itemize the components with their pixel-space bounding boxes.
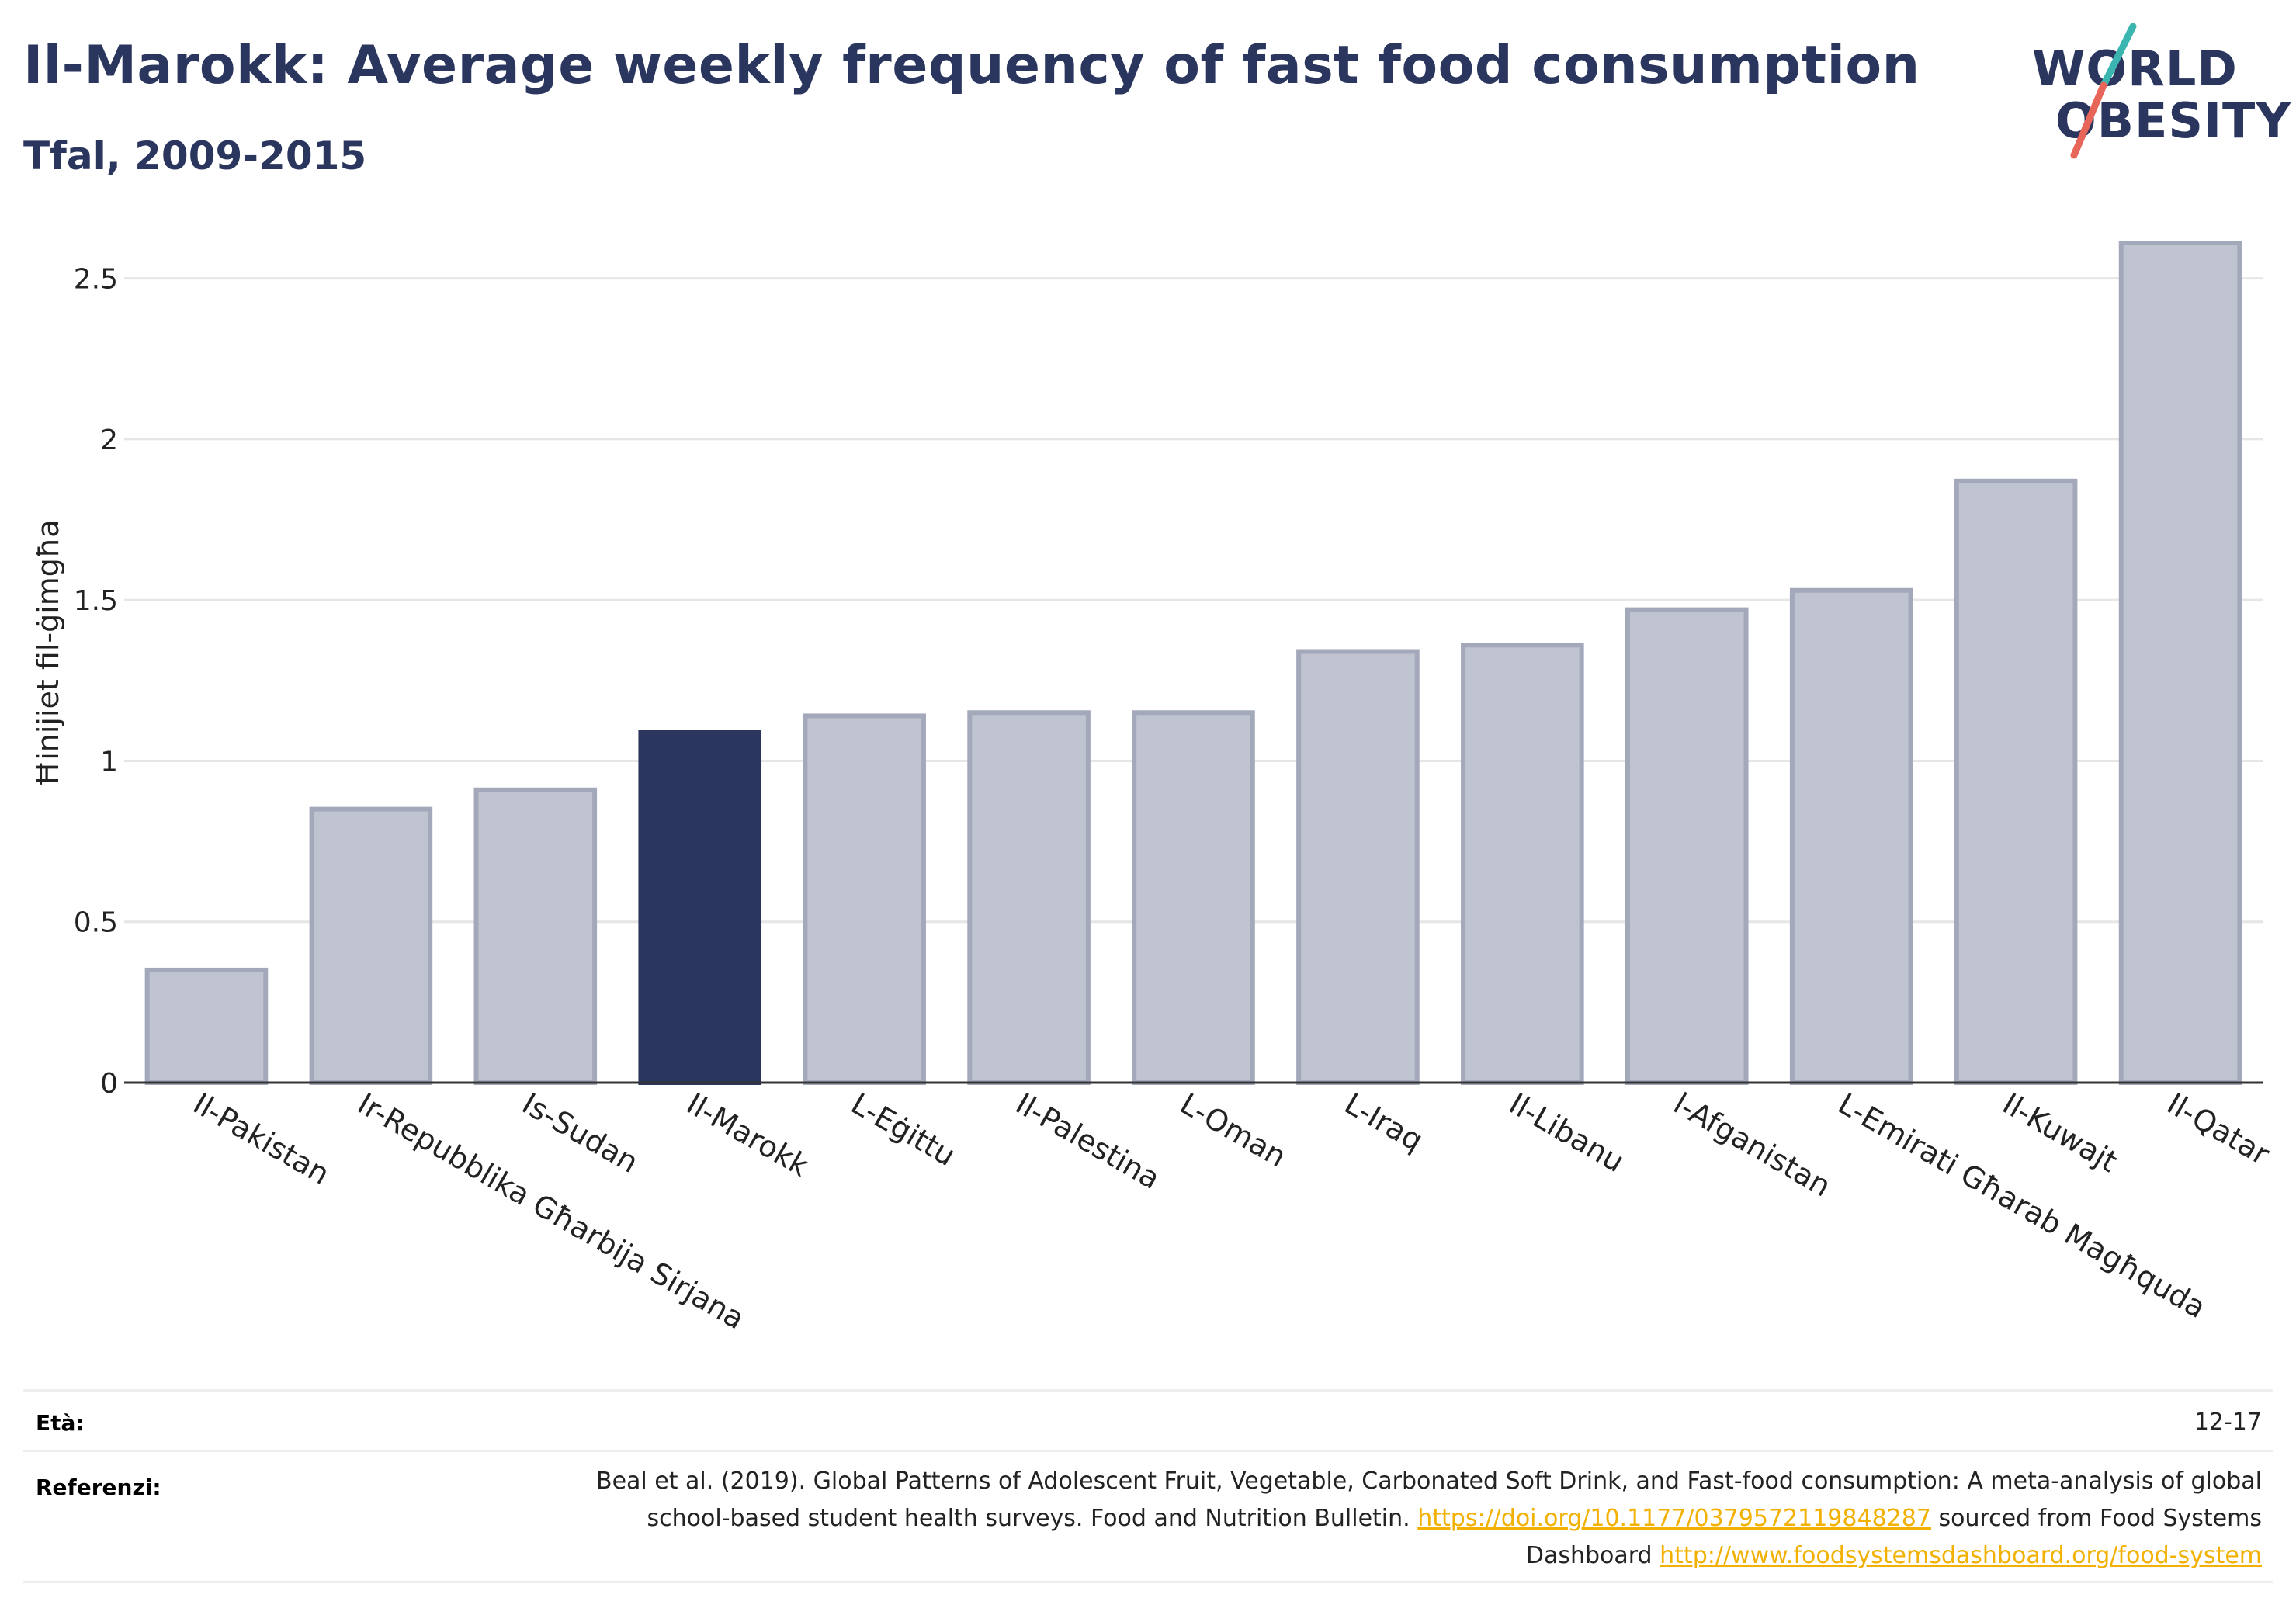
reference-label: Referenzi: bbox=[36, 1475, 161, 1500]
reference-dashboard-link[interactable]: http://www.foodsystemsdashboard.org/food… bbox=[1660, 1542, 2262, 1569]
bar[interactable] bbox=[803, 713, 926, 1085]
logo-slash-icon bbox=[2070, 23, 2137, 159]
x-tick-label: L-Iraq bbox=[1339, 1087, 1429, 1158]
reference-source: sourced from Food Systems Dashboard bbox=[1525, 1505, 2262, 1569]
y-tick-label: 2.5 bbox=[74, 264, 118, 296]
bar-chart: 00.511.522.5Il-Pakistan Ir-Repubblika Għa… bbox=[31, 241, 2276, 1336]
x-tick-label: Il-Kuwajt bbox=[1997, 1087, 2124, 1179]
x-tick-label: L-Oman bbox=[1174, 1087, 1292, 1174]
x-tick-label: Is-Sudan bbox=[516, 1087, 643, 1180]
y-tick-label: 1.5 bbox=[74, 585, 118, 617]
reference-doi-link[interactable]: https://doi.org/10.1177/0379572119848287 bbox=[1417, 1505, 1931, 1532]
logo-text-world: WORLD bbox=[2032, 40, 2238, 97]
y-tick-label: 0.5 bbox=[74, 907, 118, 939]
age-value: 12-17 bbox=[2194, 1409, 2262, 1436]
y-tick-label: 2 bbox=[100, 425, 118, 456]
bar[interactable] bbox=[144, 967, 269, 1085]
x-tick-label: Il-Libanu bbox=[1503, 1087, 1630, 1179]
x-tick-label: Il-Marokk bbox=[681, 1087, 814, 1184]
bar[interactable] bbox=[1625, 607, 1749, 1085]
bar[interactable] bbox=[473, 787, 598, 1085]
bar[interactable] bbox=[1296, 649, 1420, 1085]
y-axis-label: Ħinijiet fil-ġimgħa bbox=[31, 519, 65, 787]
chart-subtitle: Tfal, 2009-2015 bbox=[23, 133, 367, 178]
x-tick-label: Il-Qatar bbox=[2162, 1087, 2276, 1172]
footer-divider-top bbox=[23, 1389, 2273, 1392]
chart-title: Il-Marokk: Average weekly frequency of f… bbox=[23, 35, 1920, 96]
reference-text: Beal et al. (2019). Global Patterns of A… bbox=[593, 1463, 2262, 1575]
bar[interactable] bbox=[309, 806, 433, 1085]
age-label: Età: bbox=[36, 1410, 85, 1436]
footer-divider-middle bbox=[23, 1450, 2273, 1452]
bar[interactable] bbox=[1789, 587, 1913, 1085]
bar[interactable] bbox=[967, 710, 1091, 1085]
y-tick-label: 1 bbox=[100, 746, 118, 778]
bar[interactable] bbox=[1954, 478, 2078, 1085]
x-tick-label: l-Afganistan bbox=[1668, 1087, 1836, 1204]
bar[interactable] bbox=[1132, 710, 1255, 1085]
y-tick-label: 0 bbox=[100, 1068, 118, 1100]
footer-divider-bottom bbox=[23, 1581, 2273, 1583]
bar[interactable] bbox=[1461, 643, 1584, 1085]
world-obesity-logo: WORLD OBESITY bbox=[2018, 23, 2291, 163]
x-tick-label: Il-Pakistan bbox=[187, 1087, 335, 1191]
reference-citation: Beal et al. (2019). Global Patterns of A… bbox=[595, 1468, 2262, 1532]
bars bbox=[144, 241, 2242, 1085]
bar[interactable] bbox=[638, 730, 762, 1085]
bar[interactable] bbox=[2118, 241, 2242, 1085]
x-tick-label: L-Eġittu bbox=[845, 1087, 961, 1173]
x-tick-label: Il-Palestina bbox=[1010, 1087, 1166, 1196]
